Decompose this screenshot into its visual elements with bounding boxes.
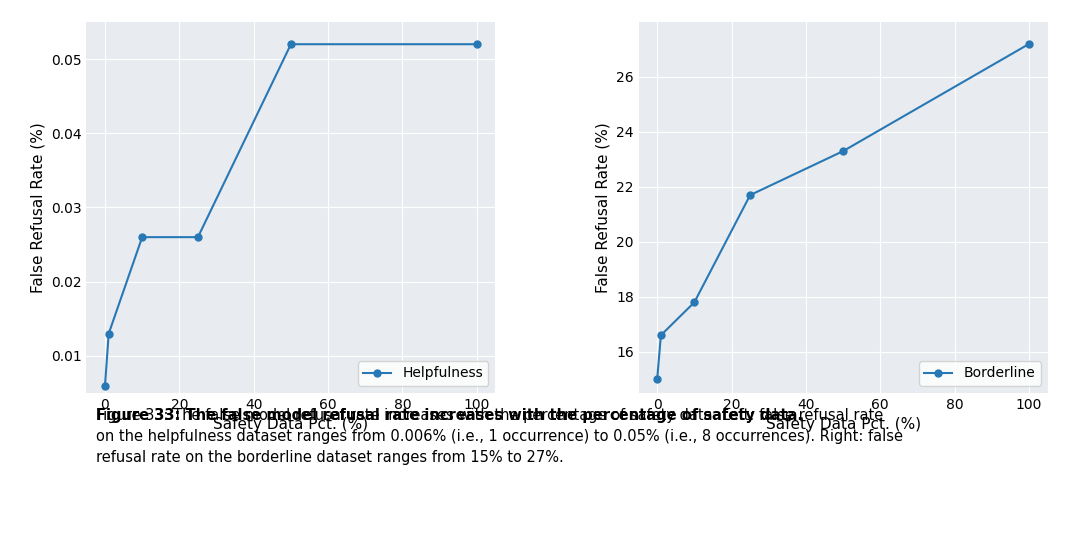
X-axis label: Safety Data Pct. (%): Safety Data Pct. (%) [766,417,920,433]
Y-axis label: False Refusal Rate (%): False Refusal Rate (%) [30,122,45,293]
Text: Figure 33: The false model refusal rate increases with the percentage of safety : Figure 33: The false model refusal rate … [96,408,804,423]
Y-axis label: False Refusal Rate (%): False Refusal Rate (%) [595,122,610,293]
Legend: Helpfulness: Helpfulness [357,361,488,386]
Text: Figure 33: The false model refusal rate increases with the percentage of safety : Figure 33: The false model refusal rate … [96,408,903,466]
X-axis label: Safety Data Pct. (%): Safety Data Pct. (%) [214,417,368,433]
Legend: Borderline: Borderline [919,361,1041,386]
